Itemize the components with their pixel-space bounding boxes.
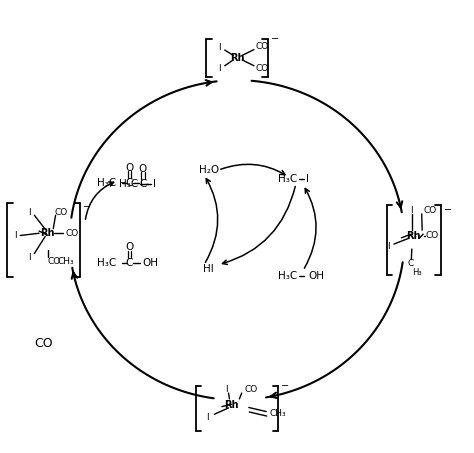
Text: CO: CO: [244, 385, 257, 394]
Text: CO: CO: [256, 43, 269, 51]
Text: CO: CO: [65, 229, 78, 238]
Text: Rh: Rh: [224, 400, 238, 410]
Text: O: O: [138, 164, 147, 174]
Text: Rh: Rh: [230, 53, 244, 63]
Text: O: O: [126, 163, 134, 173]
Text: CO: CO: [423, 206, 437, 215]
Text: I: I: [140, 178, 143, 188]
Text: H₃C: H₃C: [278, 271, 297, 281]
Text: Rh: Rh: [407, 231, 421, 241]
Text: OH: OH: [143, 257, 159, 268]
Text: I: I: [225, 385, 228, 394]
Text: I: I: [153, 179, 155, 189]
Text: −: −: [281, 381, 289, 391]
Text: C: C: [126, 257, 133, 268]
Text: CO: CO: [35, 337, 53, 350]
Text: I: I: [387, 242, 390, 251]
Text: −: −: [444, 205, 452, 215]
Text: Rh: Rh: [40, 228, 55, 238]
Text: H₂O: H₂O: [199, 165, 219, 175]
Text: I: I: [218, 43, 220, 52]
Text: CO: CO: [47, 257, 61, 266]
Text: H₃C: H₃C: [278, 174, 297, 184]
Text: OH: OH: [308, 271, 324, 281]
Text: I: I: [28, 253, 31, 262]
Text: I: I: [306, 174, 309, 184]
Text: C: C: [407, 259, 413, 268]
Text: H₃: H₃: [412, 268, 422, 277]
Text: CO: CO: [54, 207, 67, 217]
Text: I: I: [410, 206, 413, 215]
Text: H₃C: H₃C: [119, 179, 138, 189]
Text: CH₃: CH₃: [270, 409, 287, 418]
Text: HI: HI: [203, 264, 214, 274]
Text: CO: CO: [426, 231, 439, 240]
Text: −: −: [271, 34, 279, 43]
Text: C: C: [139, 179, 146, 189]
Text: −: −: [83, 202, 91, 212]
Text: I: I: [218, 64, 220, 73]
Text: I: I: [14, 231, 17, 240]
Text: I: I: [207, 413, 209, 422]
Text: H₃C: H₃C: [97, 257, 117, 268]
Text: I: I: [28, 207, 31, 217]
Text: H₃C: H₃C: [97, 178, 117, 188]
Text: C: C: [126, 178, 133, 188]
Text: O: O: [126, 242, 134, 252]
Text: CO: CO: [256, 64, 269, 73]
Text: CH₃: CH₃: [58, 257, 74, 266]
